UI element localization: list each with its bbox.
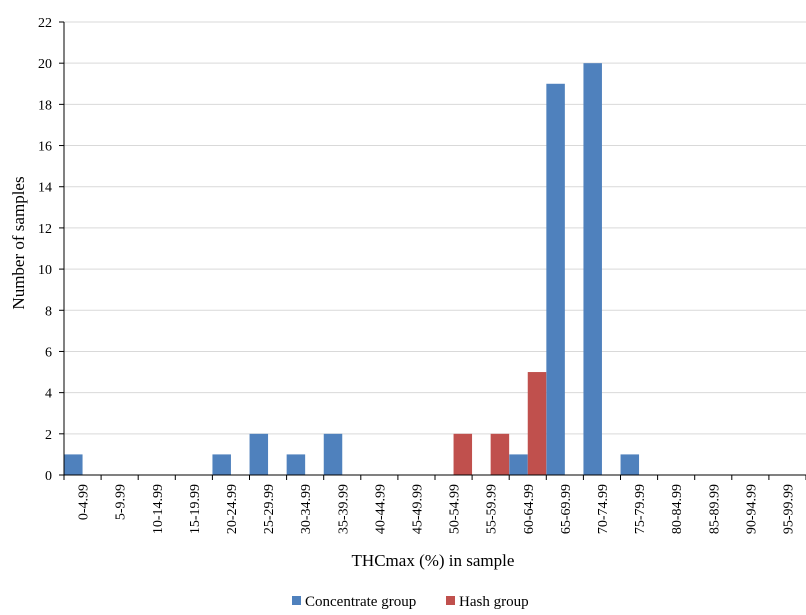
- y-tick-labels: 0 2 4 6 8 10 12 14 16 18 20 22: [38, 16, 52, 484]
- y-tick-label: 14: [38, 181, 52, 196]
- bar-concentrate: [286, 454, 306, 475]
- axes: [59, 21, 806, 480]
- x-tick-label: 90-94.99: [744, 484, 759, 534]
- x-tick-label: 85-89.99: [707, 484, 722, 534]
- bar-concentrate: [212, 454, 231, 475]
- x-tick-label: 10-14.99: [151, 484, 166, 534]
- x-tick-label: 95-99.99: [781, 484, 796, 534]
- y-tick-label: 22: [38, 16, 52, 31]
- y-tick-label: 10: [38, 263, 52, 278]
- bar-concentrate: [546, 83, 565, 475]
- y-tick-label: 0: [45, 469, 52, 484]
- y-tick-label: 20: [38, 57, 52, 72]
- x-tick-label: 60-64.99: [522, 484, 537, 534]
- x-tick-label: 25-29.99: [262, 484, 277, 534]
- x-tick-label: 0-4.99: [77, 484, 92, 520]
- bar-hash: [453, 433, 473, 475]
- bars: [64, 63, 640, 475]
- legend: Concentrate group Hash group: [292, 594, 529, 610]
- x-tick-label: 55-59.99: [485, 484, 500, 534]
- bar-concentrate: [323, 433, 343, 475]
- x-tick-label: 15-19.99: [188, 484, 203, 534]
- y-tick-label: 2: [45, 428, 52, 443]
- y-tick-label: 16: [38, 140, 52, 155]
- x-tick-label: 20-24.99: [225, 484, 240, 534]
- bar-concentrate: [64, 454, 83, 475]
- bar-hash: [490, 433, 510, 475]
- y-axis-title: Number of samples: [9, 176, 28, 309]
- bar-concentrate: [249, 433, 269, 475]
- x-tick-label: 45-49.99: [410, 484, 425, 534]
- legend-label: Concentrate group: [305, 594, 416, 610]
- y-tick-label: 4: [45, 387, 52, 402]
- y-tick-label: 8: [45, 304, 52, 319]
- legend-label: Hash group: [459, 594, 529, 610]
- x-tick-label: 70-74.99: [596, 484, 611, 534]
- x-tick-label: 80-84.99: [670, 484, 685, 534]
- bar-hash: [527, 372, 547, 475]
- x-axis-title: THCmax (%) in sample: [352, 551, 515, 570]
- bar-concentrate: [583, 63, 602, 475]
- gridlines: [64, 21, 806, 435]
- x-tick-label: 35-39.99: [336, 484, 351, 534]
- x-tick-label: 30-34.99: [299, 484, 314, 534]
- x-tick-label: 50-54.99: [448, 484, 463, 534]
- bar-concentrate: [620, 454, 640, 475]
- y-tick-label: 12: [38, 222, 52, 237]
- y-tick-label: 6: [45, 345, 52, 360]
- legend-swatch: [292, 596, 301, 605]
- legend-swatch: [446, 596, 455, 605]
- x-tick-label: 40-44.99: [373, 484, 388, 534]
- x-tick-label: 5-9.99: [114, 484, 129, 520]
- x-tick-labels: 0-4.99 5-9.99 10-14.99 15-19.99 20-24.99 25-2…: [77, 484, 797, 534]
- x-tick-label: 75-79.99: [633, 484, 648, 534]
- y-tick-label: 18: [38, 98, 52, 113]
- bar-concentrate: [509, 454, 528, 475]
- x-tick-label: 65-69.99: [559, 484, 574, 534]
